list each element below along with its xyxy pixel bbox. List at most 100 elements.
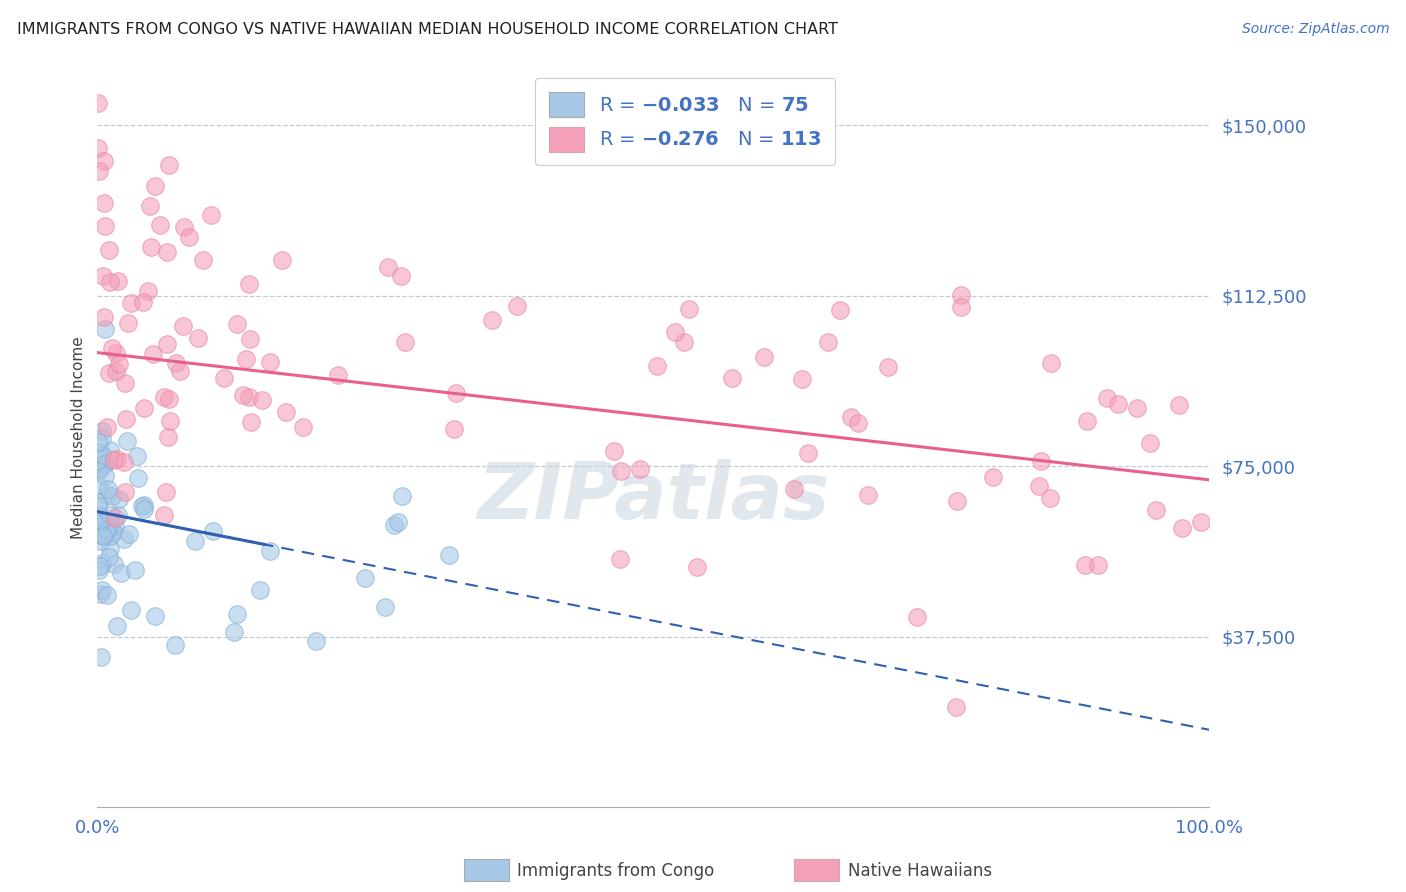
Point [110,566,132,580]
Point [374,599,396,614]
Point [120,602,142,616]
Point [1144,502,1167,516]
Point [678,302,700,317]
Point [790,371,813,385]
Point [87,435,110,450]
Point [94,469,117,483]
Point [91,431,114,445]
Point [377,260,399,274]
Point [98,508,121,522]
Point [184,533,207,548]
Point [153,508,176,523]
Point [828,303,851,318]
Point [103,557,125,571]
Point [796,446,818,460]
Point [94,219,117,233]
Point [87,500,110,514]
Point [270,252,292,267]
Legend: R = $\mathbf{-0.033}$   N = $\mathbf{75}$, R = $\mathbf{-0.276}$   N = $\mathbf{: R = $\mathbf{-0.033}$ N = $\mathbf{75}$,… [536,78,835,165]
Point [481,313,503,327]
Point [101,489,124,503]
Point [159,414,181,428]
Point [238,277,260,292]
Point [93,457,115,471]
Point [1095,391,1118,405]
Point [1039,356,1062,370]
Point [239,332,262,346]
Point [846,416,869,430]
Text: Native Hawaiians: Native Hawaiians [848,862,993,880]
Point [114,376,136,391]
Point [628,462,651,476]
Point [132,401,155,416]
Point [96,522,118,536]
Point [87,459,110,474]
Point [394,334,416,349]
Point [124,563,146,577]
Point [89,452,111,467]
Point [93,154,115,169]
Point [94,322,117,336]
Point [259,355,281,369]
Point [1107,396,1129,410]
Point [156,245,179,260]
Point [98,541,121,555]
Point [249,582,271,597]
Point [603,443,626,458]
Point [97,482,120,496]
Point [96,526,118,541]
Point [89,462,111,476]
Point [1029,454,1052,468]
Point [274,405,297,419]
Point [112,455,135,469]
Point [235,352,257,367]
Point [148,218,170,232]
Point [664,325,686,339]
Point [949,300,972,314]
Point [328,368,350,383]
Point [98,549,121,564]
Point [114,485,136,500]
Point [505,298,527,312]
Point [131,500,153,514]
Point [132,502,155,516]
Point [96,419,118,434]
Point [105,364,128,378]
Point [856,488,879,502]
Point [945,700,967,714]
Point [173,219,195,234]
Point [1028,478,1050,492]
Point [238,390,260,404]
Point [609,552,631,566]
Point [87,519,110,533]
Text: Immigrants from Congo: Immigrants from Congo [517,862,714,880]
Point [291,420,314,434]
Point [1170,521,1192,535]
Text: Source: ZipAtlas.com: Source: ZipAtlas.com [1241,22,1389,37]
Point [118,526,141,541]
Point [108,357,131,371]
Point [117,434,139,448]
Point [250,393,273,408]
Point [91,424,114,438]
Point [389,268,412,283]
Point [87,141,110,155]
Point [187,331,209,345]
Point [226,607,249,621]
Point [98,518,121,533]
Point [259,543,281,558]
Point [1139,436,1161,450]
Point [90,509,112,524]
Point [131,294,153,309]
Point [232,388,254,402]
Point [446,385,468,400]
Point [1076,414,1098,428]
Point [117,316,139,330]
Point [945,494,967,508]
Text: ZIPatlas: ZIPatlas [477,458,830,535]
Point [98,529,121,543]
Point [169,364,191,378]
Point [1039,491,1062,505]
Point [125,450,148,464]
Point [91,582,114,597]
